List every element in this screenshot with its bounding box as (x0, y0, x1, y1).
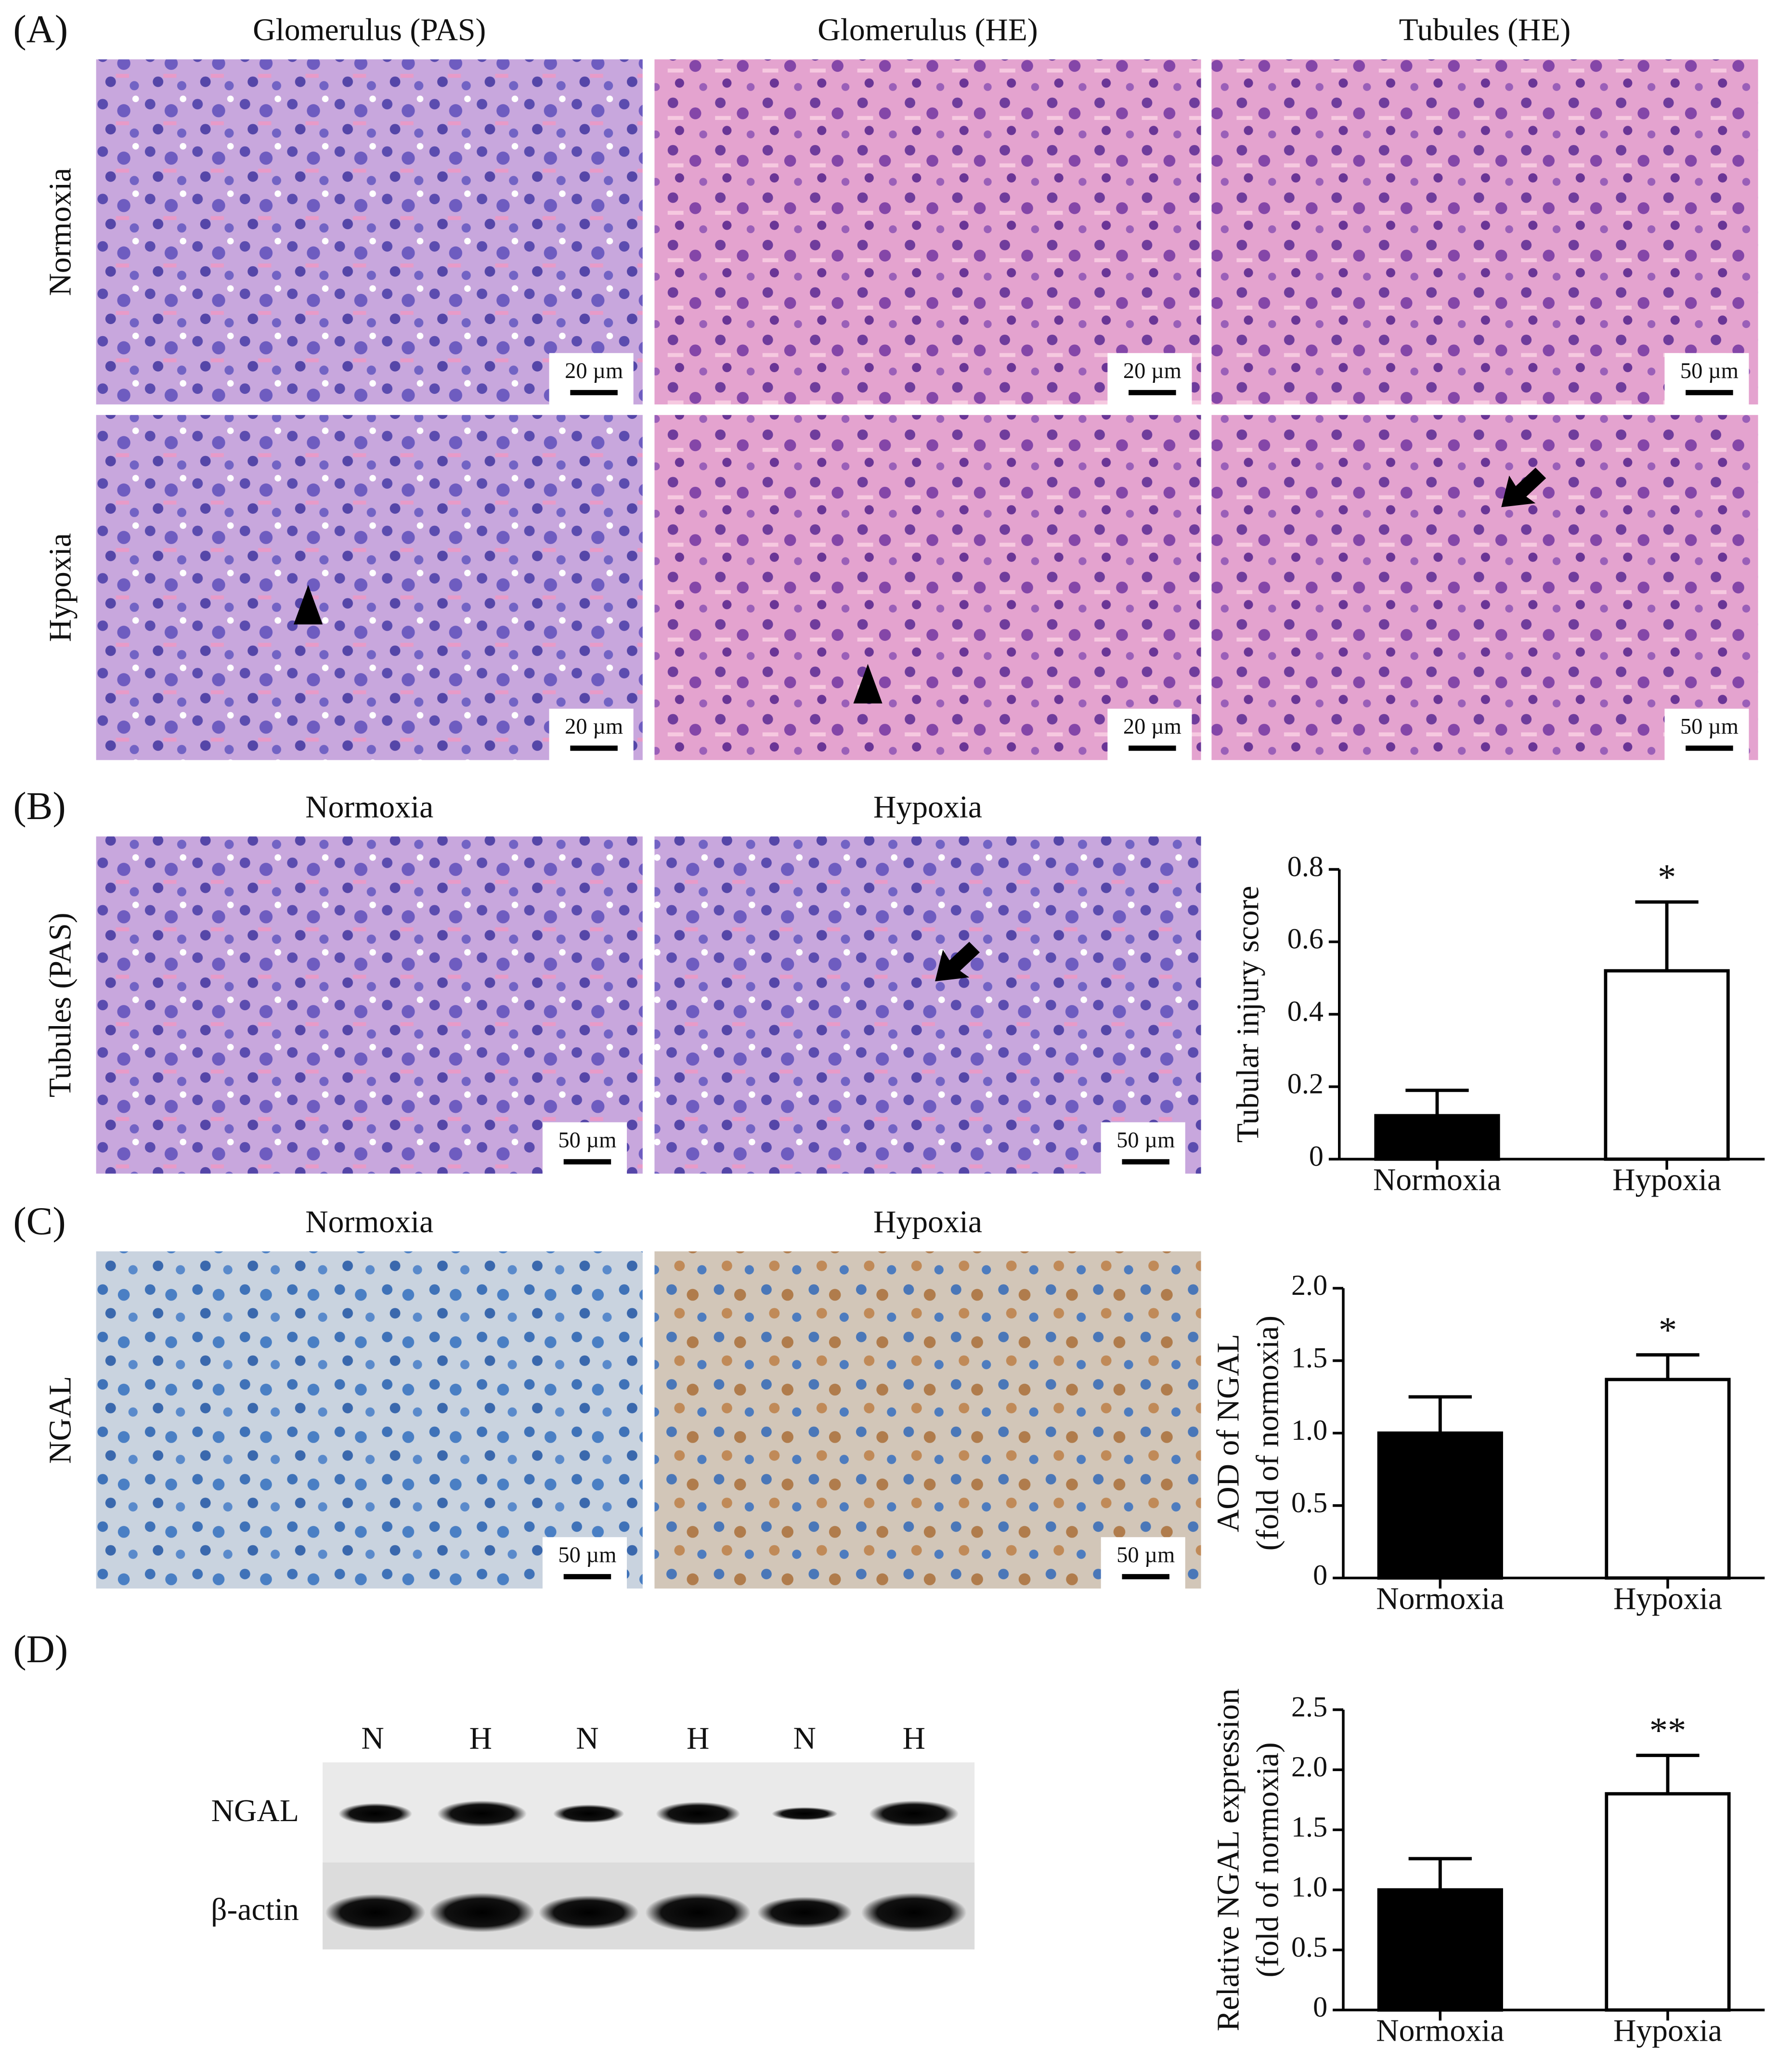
micrograph (654, 1251, 1201, 1589)
significance: * (1658, 857, 1676, 898)
scale-bar-box (1664, 353, 1749, 406)
panel-label: (B) (13, 784, 65, 828)
micrograph (654, 836, 1201, 1174)
lane-label: H (903, 1721, 925, 1756)
column-title: Tubules (HE) (1399, 13, 1571, 48)
scale-bar-label: 20 µm (565, 714, 623, 739)
column-title: Normoxia (305, 1205, 433, 1239)
scale-bar-label: 20 µm (1123, 359, 1181, 383)
row-label: Hypoxia (43, 533, 78, 642)
row-label: Normoxia (43, 168, 78, 296)
x-tick-label: Normoxia (1373, 1163, 1501, 1198)
scale-bar-label: 50 µm (558, 1128, 616, 1152)
scale-bar-box (1107, 353, 1192, 406)
scale-bar-label: 20 µm (565, 359, 623, 383)
x-tick-label: Hypoxia (1613, 2014, 1722, 2048)
column-title: Normoxia (305, 790, 433, 824)
y-tick-label: 0 (1309, 1140, 1324, 1173)
column-title: Hypoxia (873, 790, 982, 824)
y-tick-label: 0 (1313, 1559, 1327, 1591)
arrowhead (853, 664, 883, 704)
micrograph (96, 415, 643, 760)
micrograph (96, 1251, 643, 1589)
y-tick-label: 1.0 (1291, 1414, 1327, 1446)
bar (1377, 1431, 1503, 1580)
scale-bar-box (1101, 1122, 1185, 1175)
panel-label: (C) (13, 1199, 65, 1243)
column-title: Glomerulus (PAS) (253, 13, 486, 48)
scale-bar-box (542, 1122, 627, 1175)
arrow (1501, 468, 1546, 508)
micrograph (654, 415, 1201, 760)
lane-label: N (576, 1721, 598, 1756)
y-tick-label: 2.0 (1291, 1269, 1327, 1302)
ngal-bands (338, 1800, 959, 1827)
column-title: Hypoxia (873, 1205, 982, 1239)
x-tick-label: Normoxia (1376, 2014, 1504, 2048)
x-tick-label: Normoxia (1376, 1581, 1504, 1616)
scale-bar-box (542, 1537, 627, 1590)
y-tick-label: 0.6 (1287, 923, 1324, 955)
lane-label: N (361, 1721, 384, 1756)
micrograph (1211, 59, 1758, 404)
y-tick-label: 2.5 (1291, 1691, 1327, 1723)
scale-bar-box (549, 353, 634, 406)
y-tick-label: 1.0 (1291, 1871, 1327, 1903)
bar (1604, 969, 1730, 1161)
lane-label: H (469, 1721, 492, 1756)
micrograph (96, 59, 643, 404)
scale-bar-label: 50 µm (558, 1543, 616, 1567)
micrograph (96, 836, 643, 1174)
scale-bar-box (1664, 708, 1749, 762)
scale-bar-label: 20 µm (1123, 714, 1181, 739)
lane-label: H (687, 1721, 709, 1756)
row-label: NGAL (43, 1376, 78, 1464)
band-label: NGAL (211, 1794, 299, 1828)
row-label: AOD of NGAL (1211, 1334, 1246, 1532)
micrograph (1211, 415, 1758, 760)
y-tick-label: 1.5 (1291, 1811, 1327, 1843)
y-tick-label: 2.0 (1291, 1751, 1327, 1783)
column-title: Glomerulus (HE) (818, 13, 1038, 48)
micrograph (654, 59, 1201, 404)
y-tick-label: 1.5 (1291, 1342, 1327, 1374)
scale-bar-label: 50 µm (1680, 359, 1739, 383)
y-tick-label: 0.8 (1287, 850, 1324, 883)
arrow (935, 941, 980, 981)
significance: ** (1649, 1710, 1687, 1751)
row-label: (fold of normoxia) (1251, 1742, 1285, 1977)
x-tick-label: Hypoxia (1612, 1163, 1721, 1198)
row-label: (fold of normoxia) (1251, 1316, 1285, 1551)
scale-bar-label: 50 µm (1116, 1543, 1175, 1567)
lane-label: N (793, 1721, 816, 1756)
bar (1377, 1888, 1503, 2012)
scale-bar-label: 50 µm (1116, 1128, 1175, 1152)
scale-bar-box (1107, 708, 1192, 762)
panel-label: (D) (13, 1627, 68, 1671)
scale-bar-box (1101, 1537, 1185, 1590)
y-tick-label: 0.4 (1287, 995, 1324, 1028)
row-label: Tubules (PAS) (43, 912, 78, 1097)
significance: * (1659, 1310, 1677, 1351)
bar (1605, 1378, 1731, 1580)
y-tick-label: 0 (1313, 1991, 1327, 2023)
band-label: β-actin (211, 1892, 299, 1927)
row-label: Tubular injury score (1231, 886, 1266, 1143)
panel-label: (A) (13, 7, 68, 51)
row-label: Relative NGAL expression (1211, 1688, 1246, 2031)
actin-bands (325, 1892, 967, 1932)
bar (1374, 1114, 1500, 1161)
arrowhead (293, 585, 323, 625)
y-tick-label: 0.5 (1291, 1486, 1327, 1519)
y-tick-label: 0.5 (1291, 1931, 1327, 1963)
y-tick-label: 0.2 (1287, 1068, 1324, 1100)
x-tick-label: Hypoxia (1613, 1581, 1722, 1616)
scale-bar-label: 50 µm (1680, 714, 1739, 739)
bar (1605, 1792, 1731, 2012)
scale-bar-box (549, 708, 634, 762)
